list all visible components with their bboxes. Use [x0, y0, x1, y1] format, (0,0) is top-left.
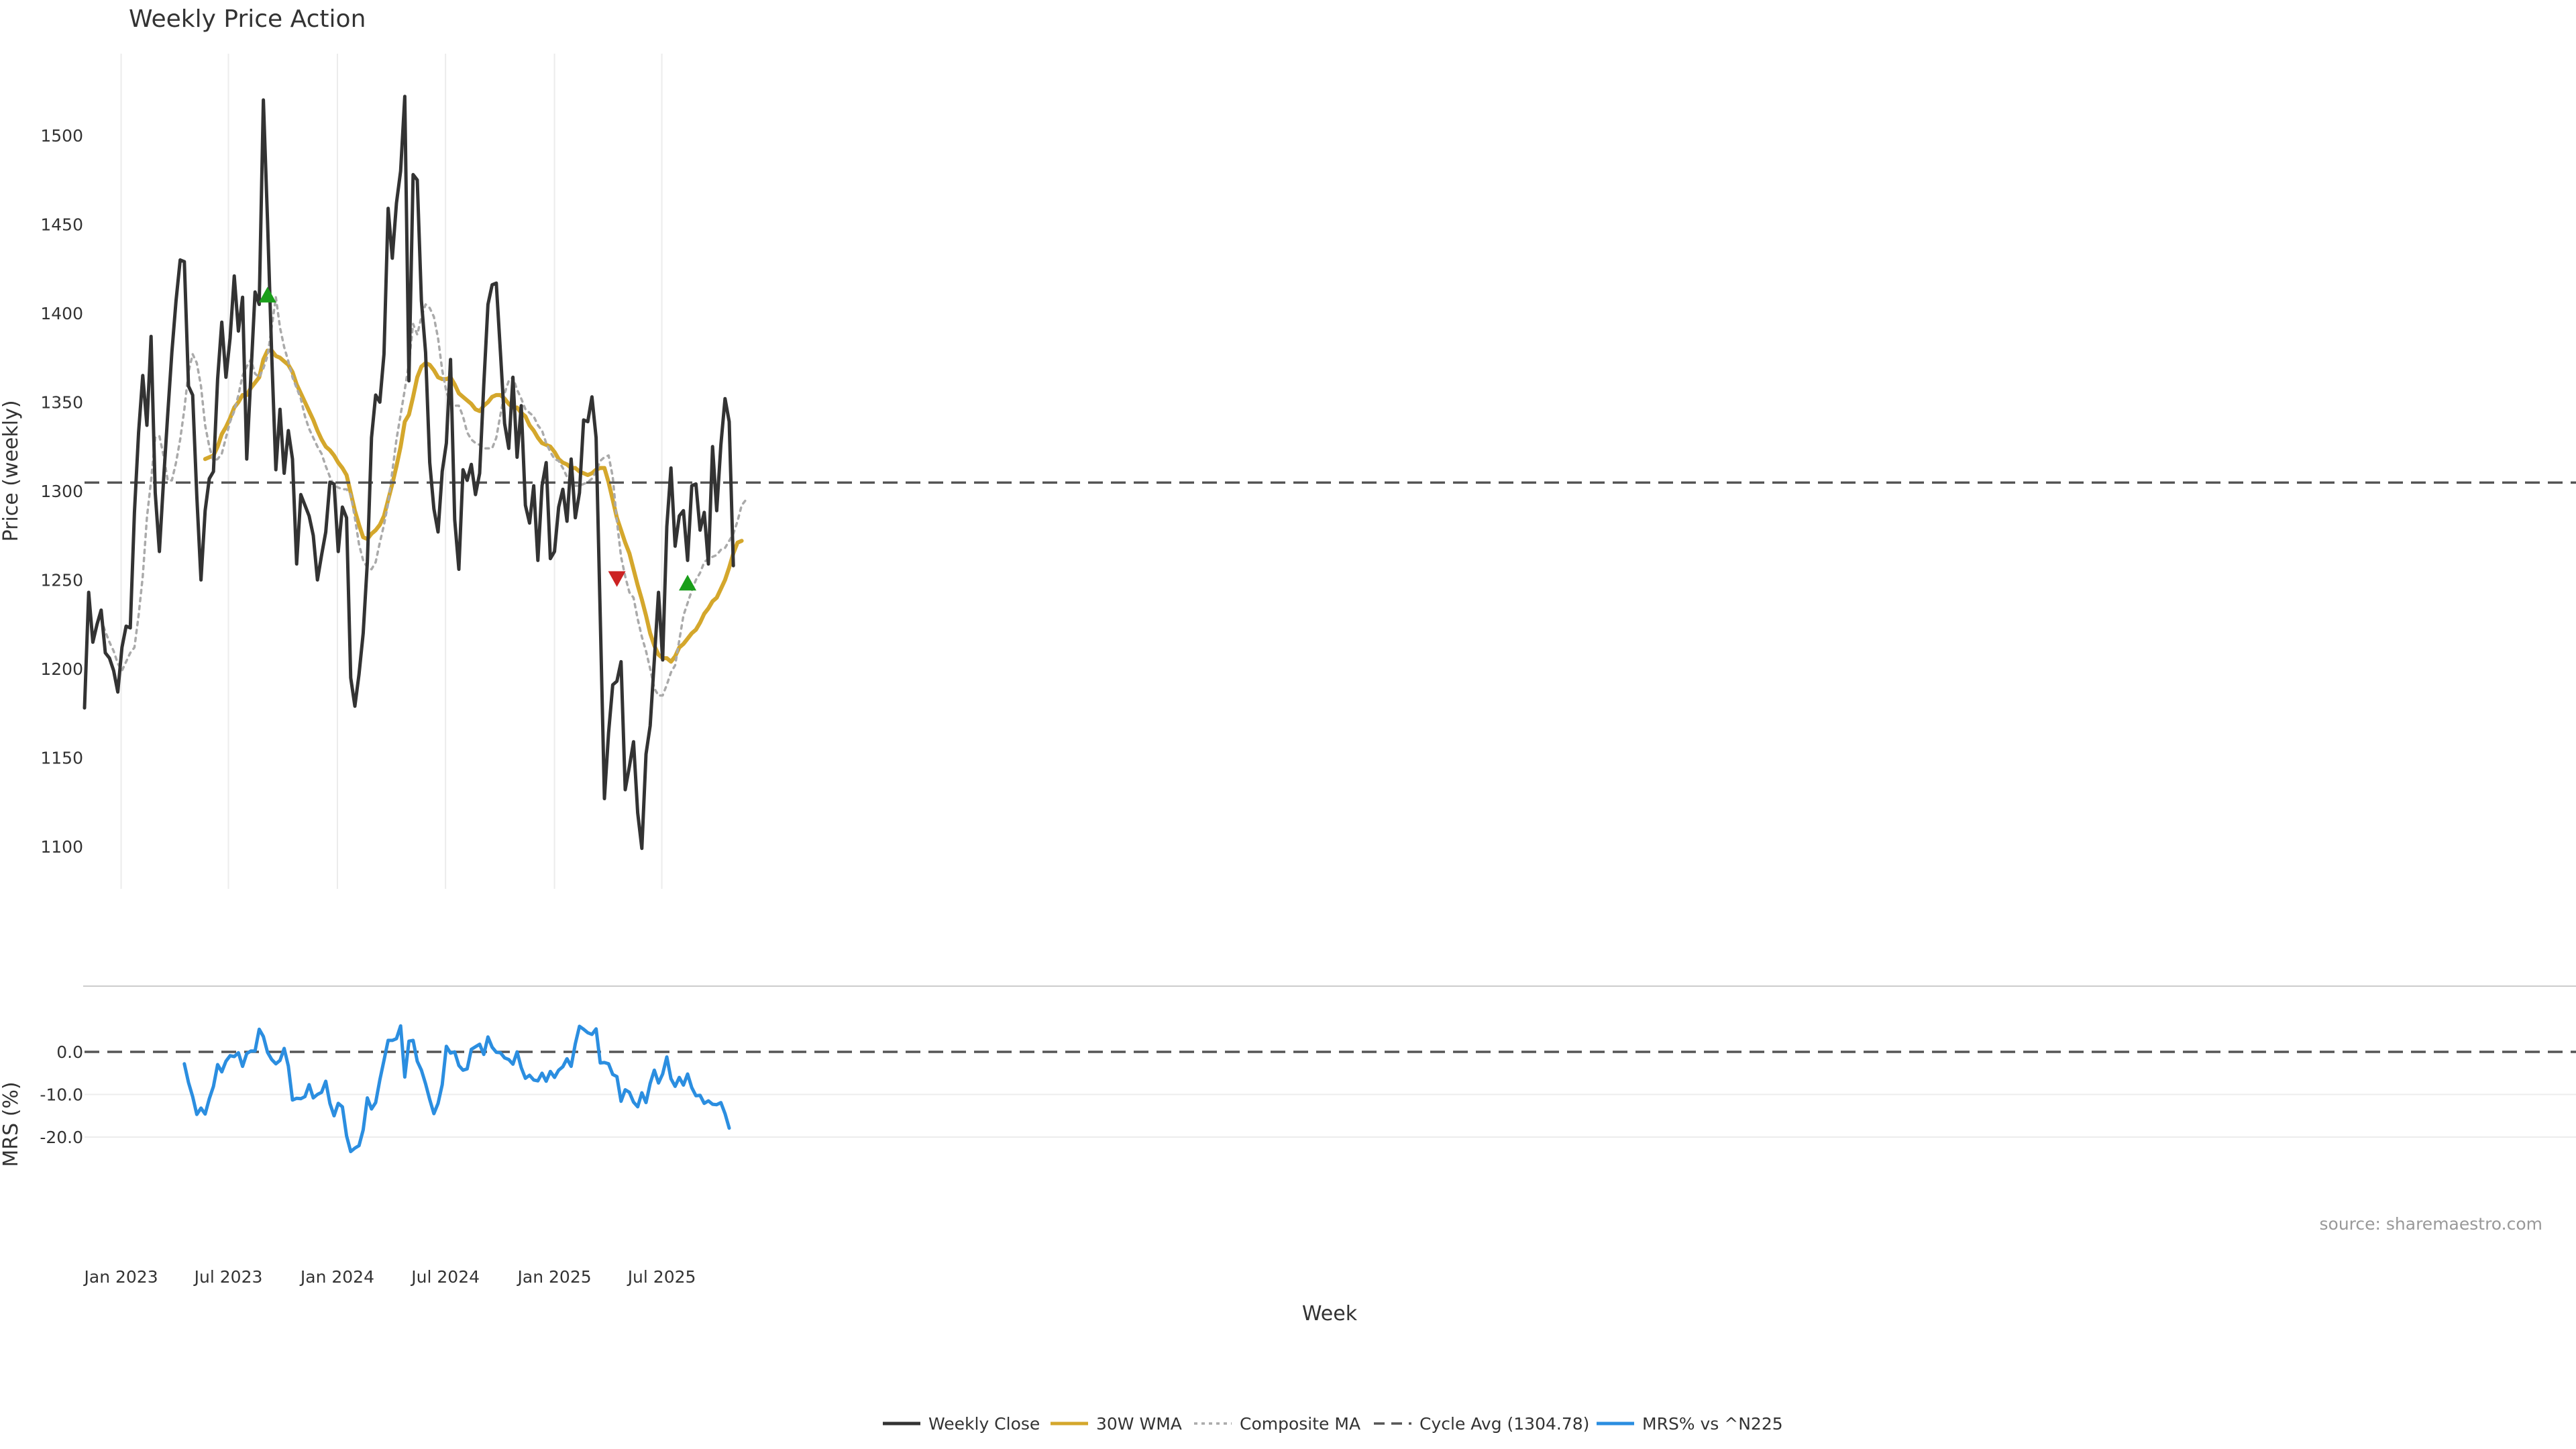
- sell-signal-marker: [608, 571, 626, 587]
- price-y-tick-label: 1300: [40, 482, 83, 501]
- x-tick-label: Jul 2024: [410, 1267, 480, 1287]
- legend-label: Cycle Avg (1304.78): [1419, 1414, 1589, 1434]
- wma-30w-line: [203, 348, 744, 664]
- legend-item: 30W WMA: [1051, 1414, 1182, 1434]
- price-y-tick-label: 1200: [40, 659, 83, 679]
- x-tick-label: Jul 2023: [193, 1267, 263, 1287]
- mrs-y-tick-label: 0.0: [56, 1042, 83, 1062]
- x-axis: Week Jan 2023 Jul 2023 Jan 2024 Jul 2024 Jan…: [83, 1267, 1358, 1326]
- price-y-tick-label: 1500: [40, 126, 83, 146]
- price-y-tick-label: 1100: [40, 837, 83, 857]
- buy-signal-marker: [258, 286, 276, 303]
- price-y-tick-label: 1250: [40, 571, 83, 590]
- price-y-tick-label: 1150: [40, 749, 83, 768]
- legend-item: MRS% vs ^N225: [1597, 1414, 1783, 1434]
- price-panel: Weekly Price Action Price (weekly) 11001…: [0, 5, 2576, 889]
- buy-signal-marker: [679, 574, 696, 591]
- legend-item: Weekly Close: [883, 1414, 1040, 1434]
- legend-item: Cycle Avg (1304.78): [1374, 1414, 1589, 1434]
- x-tick-label: Jan 2024: [299, 1267, 374, 1287]
- legend-item: Composite MA: [1194, 1414, 1360, 1434]
- mrs-y-axis-label: MRS (%): [0, 1081, 23, 1167]
- legend: Weekly Close 30W WMA Composite MA Cycle Avg…: [883, 1414, 1783, 1434]
- mrs-line: [182, 1024, 731, 1154]
- price-y-tick-label: 1450: [40, 215, 83, 235]
- x-tick-label: Jan 2025: [517, 1267, 592, 1287]
- mrs-panel: MRS (%) 0.0 -10.0 -20.0 source: sharemaest…: [0, 985, 2576, 1234]
- legend-label: 30W WMA: [1096, 1414, 1182, 1434]
- price-y-tick-label: 1400: [40, 304, 83, 323]
- legend-label: Composite MA: [1240, 1414, 1360, 1434]
- price-y-axis-label: Price (weekly): [0, 400, 23, 541]
- signal-markers: [258, 286, 696, 591]
- chart-title: Weekly Price Action: [129, 5, 366, 33]
- source-note: source: sharemaestro.com: [2320, 1214, 2543, 1234]
- mrs-y-axis: 0.0 -10.0 -20.0: [40, 1042, 83, 1147]
- mrs-y-tick-label: -20.0: [40, 1128, 83, 1147]
- x-axis-label: Week: [1302, 1302, 1358, 1326]
- price-y-tick-label: 1350: [40, 393, 83, 413]
- price-series-group: [83, 95, 2576, 851]
- legend-label: Weekly Close: [928, 1414, 1040, 1434]
- mrs-series-group: [182, 1024, 731, 1154]
- price-y-axis: 1100 1150 1200 1250 1300 1350 1400 1450 1500: [40, 126, 83, 857]
- mrs-y-tick-label: -10.0: [40, 1085, 83, 1105]
- price-vertical-gridlines: [120, 54, 663, 889]
- x-tick-label: Jan 2023: [83, 1267, 158, 1287]
- x-tick-label: Jul 2025: [627, 1267, 696, 1287]
- weekly-close-line: [83, 95, 735, 851]
- legend-label: MRS% vs ^N225: [1642, 1414, 1783, 1434]
